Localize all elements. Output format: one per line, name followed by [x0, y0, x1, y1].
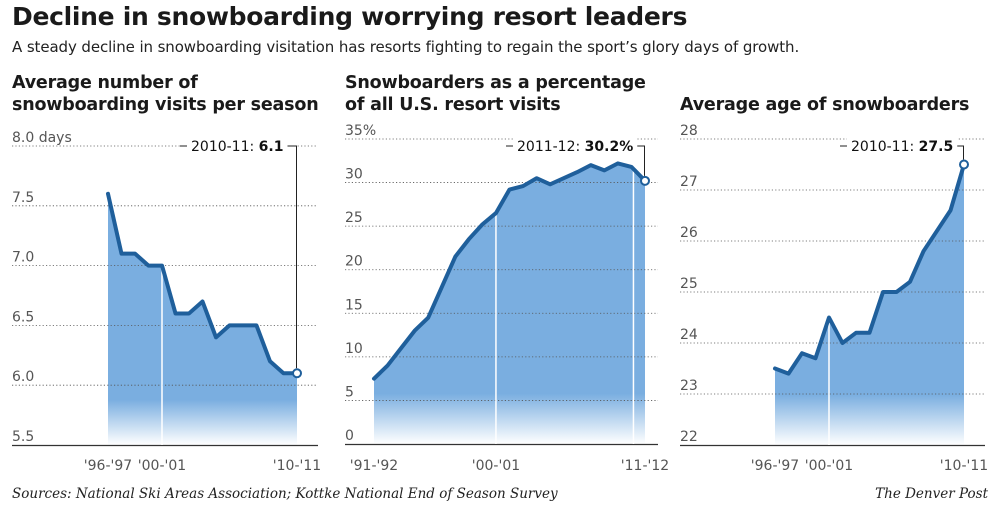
chart-3-ytick-label: 27	[680, 174, 698, 190]
chart-1-ytick-label: 7.0	[12, 250, 34, 266]
chart-1-ytick-label: 7.5	[12, 190, 34, 206]
chart-2-annotation: 2011-12: 30.2%	[517, 139, 633, 155]
page-subtitle: A steady decline in snowboarding visitat…	[12, 38, 800, 56]
chart-3-ytick-label: 22	[680, 429, 698, 445]
chart-3-ytick-label: 25	[680, 276, 698, 292]
chart-1-title-line-1: Average number of	[12, 73, 198, 93]
chart-1-title: Average number of snowboarding visits pe…	[12, 72, 319, 116]
chart-3-line	[773, 162, 966, 376]
chart-2-area	[374, 163, 645, 444]
chart-1-ytick-label: 8.0 days	[12, 130, 72, 146]
chart-3-ytick-label: 23	[680, 378, 698, 394]
chart-3-ytick-label: 24	[680, 327, 698, 343]
chart-2-ytick-label: 35%	[345, 123, 376, 139]
chart-2-xtick-label: '11-'12	[621, 458, 669, 474]
source-note: Sources: National Ski Areas Association;…	[12, 486, 558, 502]
chart-3-xtick-label: '10-'11	[940, 458, 988, 474]
chart-2-ytick-label: 15	[345, 297, 363, 313]
chart-2-title-line-1: Snowboarders as a percentage	[345, 73, 646, 93]
chart-2-ytick-label: 0	[345, 428, 354, 444]
chart-3-xtick-label: '96-'97	[751, 458, 799, 474]
chart-2-title-line-2: of all U.S. resort visits	[345, 95, 561, 115]
chart-2-ytick-label: 25	[345, 210, 363, 226]
chart-3-title: Average age of snowboarders	[680, 94, 969, 116]
chart-1-ytick-label: 6.0	[12, 369, 34, 385]
chart-1-xtick-label: '00-'01	[138, 458, 186, 474]
chart-2-title: Snowboarders as a percentage of all U.S.…	[345, 72, 646, 116]
chart-2-ytick-label: 30	[345, 167, 363, 183]
chart-1-endpoint	[292, 368, 302, 379]
chart-2-line	[372, 161, 647, 381]
chart-1-xtick-label: '10-'11	[273, 458, 321, 474]
page-title: Decline in snowboarding worrying resort …	[12, 2, 688, 31]
chart-3-annotation: 2010-11: 27.5	[851, 139, 953, 155]
chart-3-annotation-bg	[847, 138, 958, 156]
chart-1-ytick-label: 6.5	[12, 309, 34, 325]
chart-3-ytick-label: 26	[680, 225, 698, 241]
chart-3-ytick-label: 28	[680, 123, 698, 139]
chart-3-endpoint	[959, 159, 969, 170]
credit: The Denver Post	[875, 486, 988, 502]
chart-1-ytick-label: 5.5	[12, 429, 34, 445]
chart-3-xtick-label: '00-'01	[805, 458, 853, 474]
chart-1-line	[106, 191, 299, 376]
chart-2-xtick-label: '91-'92	[350, 458, 398, 474]
chart-3-title-line-1: Average age of snowboarders	[680, 95, 970, 115]
chart-2-ytick-label: 10	[345, 341, 363, 357]
chart-2-annotation-bg	[513, 138, 638, 156]
chart-1-area	[108, 193, 297, 445]
chart-1-annotation: 2010-11: 6.1	[191, 139, 283, 155]
chart-3-area	[775, 164, 964, 445]
chart-2-ytick-label: 20	[345, 254, 363, 270]
chart-2-endpoint	[640, 175, 650, 186]
chart-1-title-line-2: snowboarding visits per season	[12, 95, 319, 115]
chart-2-ytick-label: 5	[345, 384, 354, 400]
chart-2-xtick-label: '00-'01	[472, 458, 520, 474]
chart-1-xtick-label: '96-'97	[84, 458, 132, 474]
chart-1-annotation-bg	[187, 138, 288, 156]
